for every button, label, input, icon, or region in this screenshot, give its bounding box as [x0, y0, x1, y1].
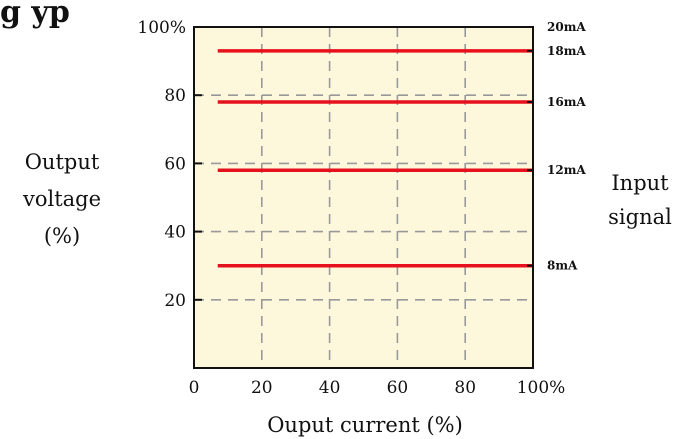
x-tick-label-2: 40 [319, 378, 341, 398]
y-tick-label-4: 20 [164, 291, 186, 311]
y-axis-title-line-3: (%) [44, 224, 80, 248]
plot-area [194, 27, 533, 368]
x-tick-labels: 0 20 40 60 80 100% [189, 378, 566, 398]
right-tick-label-1: 18mA [547, 44, 586, 58]
series-lines [217, 49, 533, 268]
grid-lines [194, 27, 533, 368]
x-tick-label-5: 100% [517, 378, 566, 398]
y-tick-label-1: 80 [164, 86, 186, 106]
y-tick-label-2: 60 [164, 154, 186, 174]
y-axis-title-line-1: Output [25, 150, 100, 174]
y-tick-label-0: 100% [137, 18, 186, 38]
x-tick-label-0: 0 [189, 378, 200, 398]
plot-frame [193, 26, 534, 369]
y-tick-label-3: 40 [164, 223, 186, 243]
x-tick-label-1: 20 [251, 378, 273, 398]
right-tick-label-2: 16mA [547, 95, 586, 109]
x-axis-title: Ouput current (%) [267, 413, 463, 437]
right-axis-title-line-1: Input [611, 171, 669, 195]
axes [193, 26, 534, 369]
right-tick-labels: 20mA 18mA 16mA 12mA 8mA [547, 20, 586, 273]
x-tick-label-4: 80 [454, 378, 476, 398]
right-tick-label-3: 12mA [547, 163, 586, 177]
right-axis-title-line-2: signal [608, 205, 672, 229]
y-tick-labels: 100% 80 60 40 20 [137, 18, 186, 311]
chart-title-fragment: g yp [0, 0, 70, 30]
right-tick-label-4: 8mA [547, 259, 578, 273]
right-tick-label-0: 20mA [547, 20, 586, 34]
y-axis-title-line-2: voltage [22, 187, 101, 211]
x-tick-label-3: 60 [387, 378, 409, 398]
